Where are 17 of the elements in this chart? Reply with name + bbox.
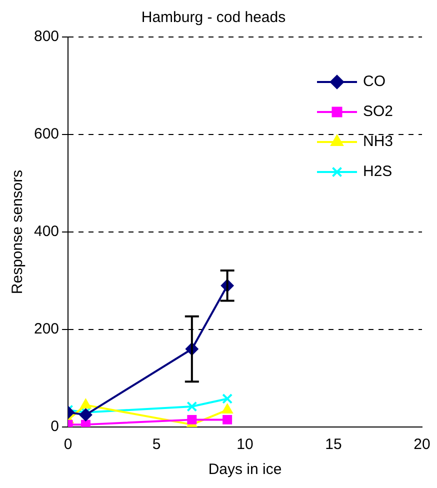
legend-label: NH3 [363,133,394,150]
x-tick-label: 15 [325,436,342,454]
x-axis-title: Days in ice [208,461,282,478]
y-tick-label: 800 [34,28,60,46]
x-tick-label: 5 [152,436,161,454]
y-tick-label: 0 [50,418,60,436]
legend-label: SO2 [363,103,394,120]
legend-label: H2S [363,163,392,180]
y-tick-label: 400 [34,223,60,240]
x-tick-label: 0 [64,436,72,454]
y-tick-label: 200 [34,320,60,338]
x-tick-label: 10 [236,436,254,454]
chart-title: Hamburg - cod heads [141,9,286,26]
y-tick-label: 600 [34,126,60,143]
legend-label: CO [363,73,386,90]
y-axis-title: Response sensors [9,170,26,294]
x-tick-label: 20 [414,436,430,454]
